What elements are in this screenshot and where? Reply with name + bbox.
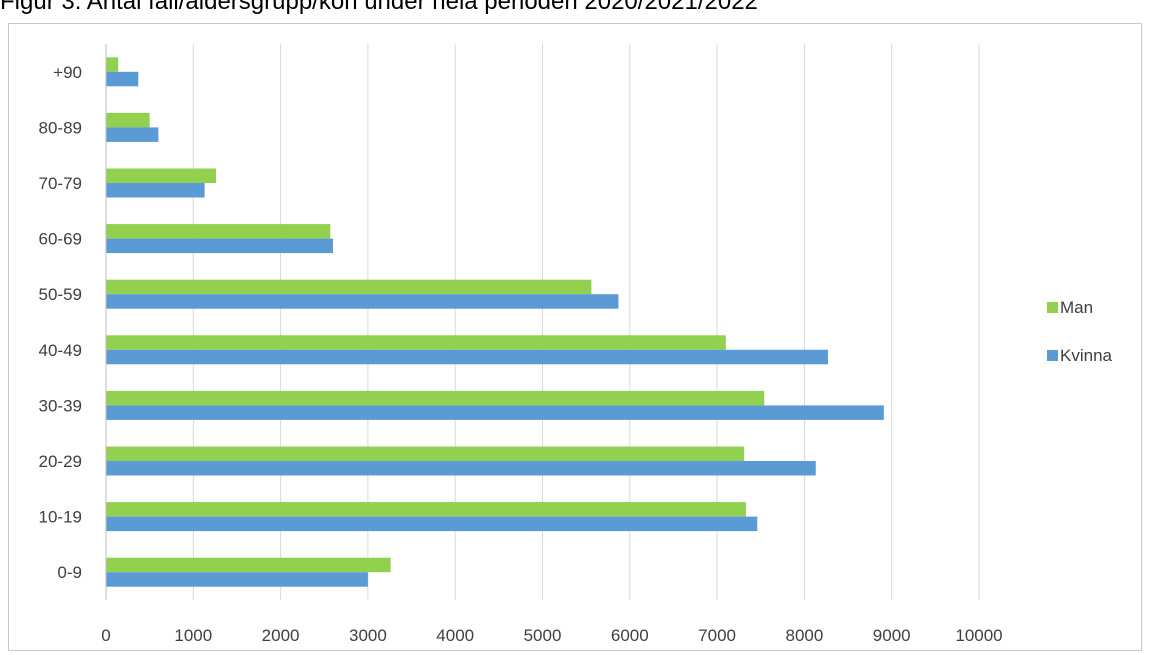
y-tick-label: +90 [53,63,82,82]
y-tick-label: 0-9 [57,563,82,582]
bar-man-10-19 [106,502,746,517]
x-tick-label: 0 [101,626,110,645]
bar-man-0-9 [106,557,391,573]
bar-kvinna-70-79 [106,183,205,198]
y-tick-label: 30-39 [39,396,82,415]
bar-kvinna-20-29 [106,461,816,476]
legend-swatch-man [1047,302,1058,313]
bar-kvinna-60-69 [106,238,333,254]
bars [106,57,884,587]
bar-kvinna-0-9 [106,572,368,587]
bar-kvinna-plus90 [106,71,139,87]
bar-man-70-79 [106,168,216,183]
x-tick-label: 8000 [785,626,823,645]
bar-kvinna-30-39 [106,405,884,420]
bar-kvinna-10-19 [106,516,758,532]
x-tick-label: 10000 [955,626,1002,645]
legend: Man Kvinna [1047,298,1113,365]
x-tick-label: 6000 [611,626,649,645]
bar-man-plus90 [106,57,119,72]
x-tick-label: 3000 [349,626,387,645]
y-tick-label: 40-49 [39,341,82,360]
bar-man-50-59 [106,279,592,295]
y-tick-label: 60-69 [39,230,82,249]
y-tick-label: 70-79 [39,174,82,193]
bar-man-80-89 [106,112,150,128]
bar-man-40-49 [106,335,726,350]
x-tick-label: 7000 [698,626,736,645]
legend-swatch-kvinna [1047,350,1058,361]
x-tick-label: 1000 [174,626,212,645]
legend-label-man: Man [1060,298,1093,317]
axes: 0 1000 2000 3000 4000 5000 6000 7000 8000 9000 100… [39,44,1003,645]
x-tick-label: 9000 [873,626,911,645]
chart-title: Figur 3. Antal fall/åldersgrupp/kön unde… [0,0,758,15]
x-tick-label: 5000 [524,626,562,645]
legend-label-kvinna: Kvinna [1060,346,1113,365]
bar-man-60-69 [106,224,331,239]
x-tick-label: 4000 [436,626,474,645]
y-tick-label: 80-89 [39,118,82,137]
x-tick-label: 2000 [262,626,300,645]
y-tick-label: 10-19 [39,508,82,527]
bar-man-20-29 [106,446,745,461]
y-tick-label: 20-29 [39,452,82,471]
bar-kvinna-50-59 [106,294,619,309]
y-tick-label: 50-59 [39,285,82,304]
bar-man-30-39 [106,390,765,406]
bar-kvinna-80-89 [106,127,159,142]
bar-kvinna-40-49 [106,349,828,365]
chart-frame [8,23,1142,651]
